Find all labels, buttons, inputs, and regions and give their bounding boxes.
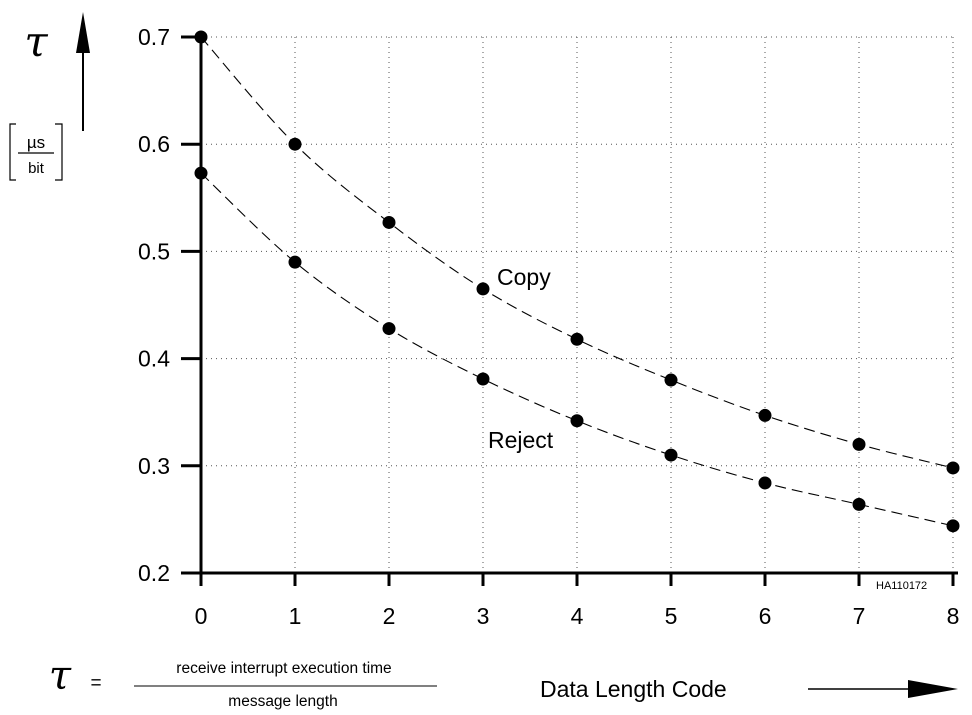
formula-denominator: message length — [228, 693, 337, 710]
x-tick-label: 7 — [853, 603, 866, 629]
series-line-reject — [200, 172, 954, 527]
data-point-copy — [664, 373, 678, 387]
data-point-copy — [570, 332, 584, 346]
x-tick-label: 0 — [195, 603, 208, 629]
y-unit-right-bracket — [55, 123, 63, 181]
data-point-copy — [758, 408, 772, 422]
grid — [201, 36, 954, 573]
y-tick-label: 0.7 — [138, 24, 170, 50]
y-tick-label: 0.5 — [138, 238, 170, 264]
y-tick-label: 0.6 — [138, 131, 170, 157]
x-tick-label: 8 — [947, 603, 960, 629]
y-unit-left-bracket — [9, 123, 16, 181]
data-point-reject — [852, 497, 866, 511]
y-arrow-head — [76, 12, 90, 53]
data-point-reject — [570, 414, 584, 428]
formula-equals: = — [90, 673, 101, 694]
y-tick-label: 0.4 — [138, 346, 170, 372]
x-tick-label: 5 — [665, 603, 678, 629]
x-arrow-head — [908, 680, 958, 698]
formula-numerator: receive interrupt execution time — [176, 660, 391, 677]
y-symbol: τ — [24, 17, 48, 66]
data-point-copy — [288, 137, 302, 151]
data-point-copy — [382, 215, 396, 229]
data-point-copy — [476, 282, 490, 296]
series-label-reject: Reject — [488, 427, 554, 453]
data-point-reject — [946, 519, 960, 533]
data-points — [194, 30, 960, 533]
y-unit: µs bit — [9, 123, 63, 181]
x-ticks: 0 1 2 3 4 5 6 7 8 — [195, 573, 960, 629]
x-tick-label: 1 — [289, 603, 302, 629]
x-tick-label: 6 — [759, 603, 772, 629]
data-point-copy — [946, 461, 960, 475]
y-unit-numerator: µs — [27, 133, 45, 152]
x-tick-label: 4 — [571, 603, 584, 629]
data-point-reject — [664, 448, 678, 462]
curves — [200, 36, 954, 527]
data-point-reject — [382, 322, 396, 336]
formula-lhs: τ — [49, 653, 72, 699]
x-tick-label: 2 — [383, 603, 396, 629]
figure-code: HA110172 — [876, 580, 927, 592]
data-point-reject — [288, 255, 302, 269]
data-point-reject — [476, 372, 490, 386]
data-point-copy — [852, 437, 866, 451]
y-unit-denominator: bit — [28, 160, 45, 177]
y-ticks: 0.2 0.3 0.4 0.5 0.6 0.7 — [138, 24, 201, 586]
data-point-reject — [758, 476, 772, 490]
series-label-copy: Copy — [497, 264, 551, 290]
y-tick-label: 0.2 — [138, 560, 170, 586]
series-line-copy — [200, 36, 954, 469]
y-tick-label: 0.3 — [138, 453, 170, 479]
axes — [181, 34, 958, 575]
x-tick-label: 3 — [477, 603, 490, 629]
x-axis-label: Data Length Code — [540, 676, 727, 702]
